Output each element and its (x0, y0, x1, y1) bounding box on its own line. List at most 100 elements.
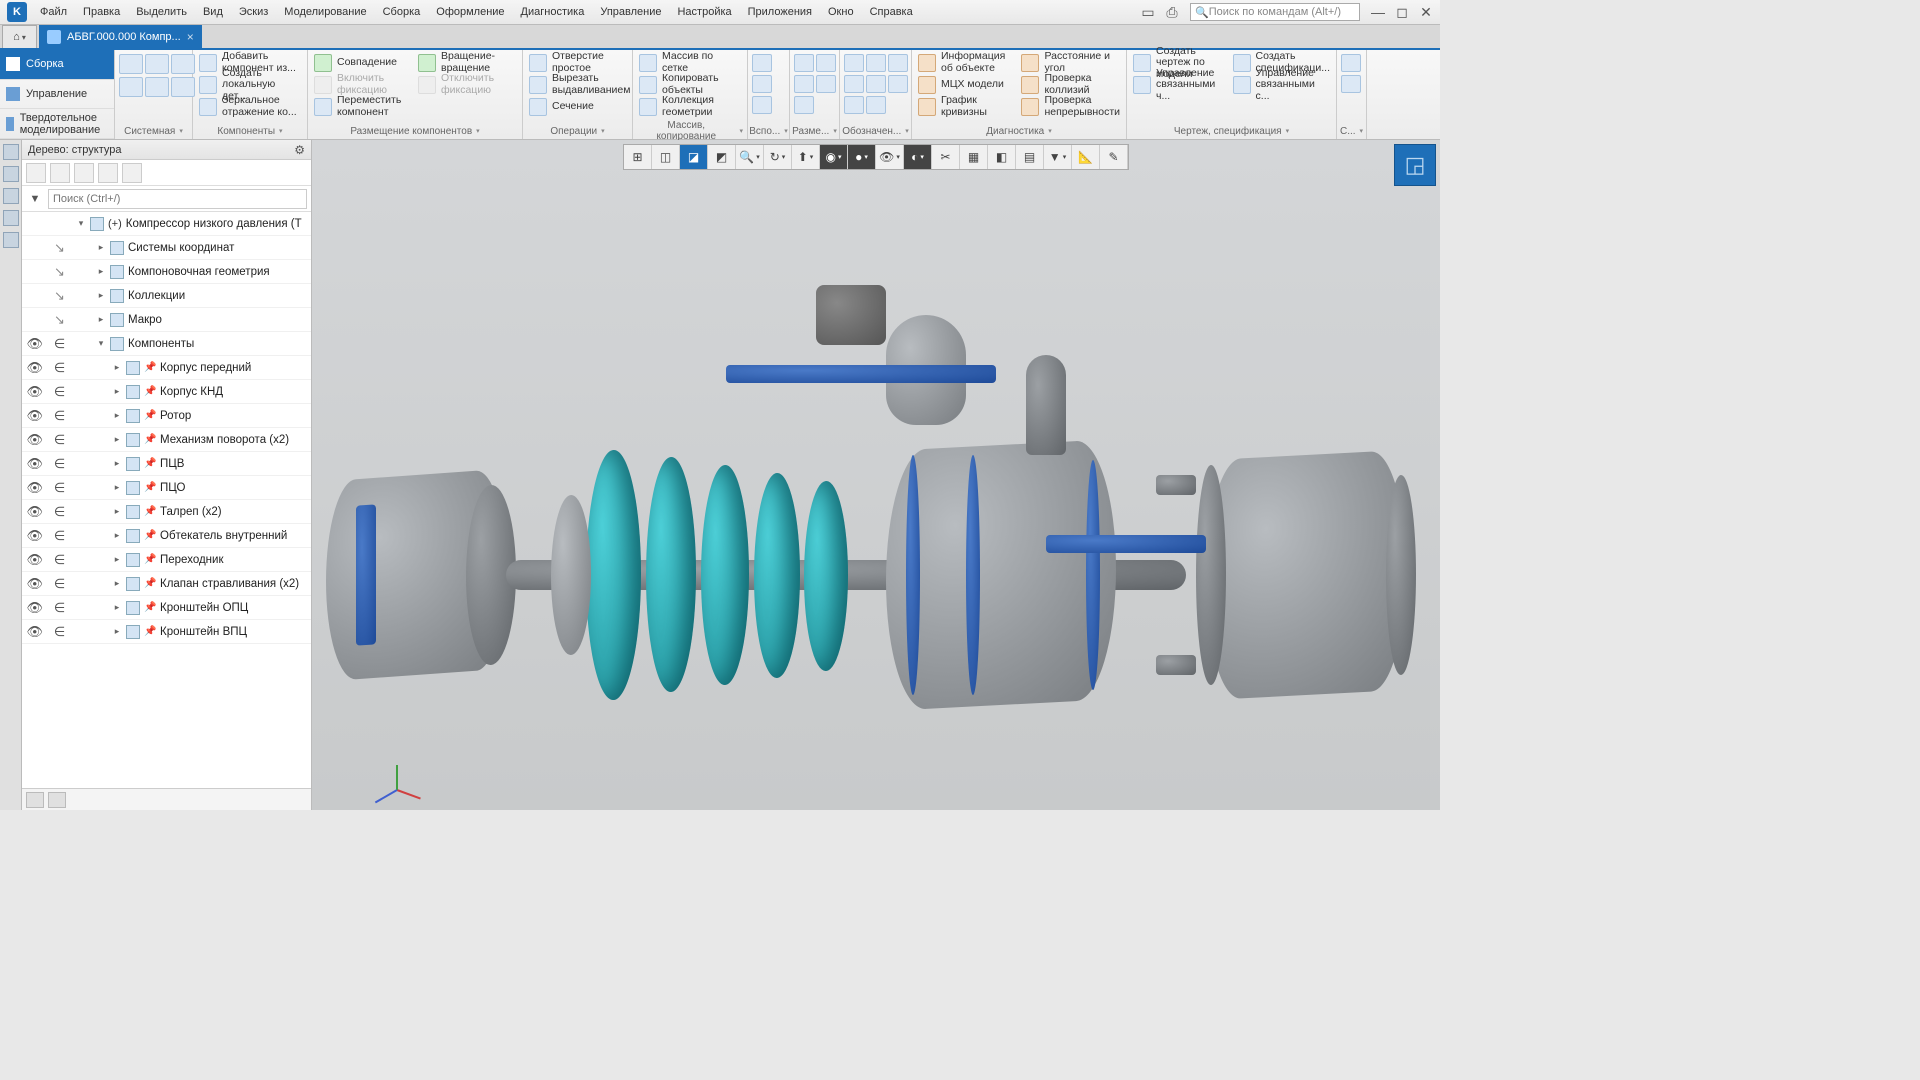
tool-icon[interactable]: ↘ (52, 240, 68, 256)
include-icon[interactable]: ∈ (52, 432, 68, 448)
expand-arrow[interactable]: ▸ (112, 458, 122, 469)
panel-icon[interactable] (3, 210, 19, 226)
expand-arrow[interactable]: ▸ (112, 554, 122, 565)
panel-icon[interactable] (3, 144, 19, 160)
expand-arrow[interactable]: ▸ (112, 386, 122, 397)
menu-item[interactable]: Настройка (669, 3, 739, 21)
layout-icon[interactable]: ▭ (1138, 2, 1158, 22)
tool-icon[interactable]: ↘ (52, 264, 68, 280)
mode-solid[interactable]: Твердотельное моделирование (0, 109, 114, 139)
collision-button[interactable]: Проверка коллизий (1019, 74, 1122, 96)
expand-arrow[interactable]: ▸ (96, 266, 106, 277)
expand-arrow[interactable]: ▾ (96, 338, 106, 349)
tree-row[interactable]: 👁∈▸📌ПЦО (22, 476, 311, 500)
include-icon[interactable]: ∈ (52, 456, 68, 472)
menu-item[interactable]: Эскиз (231, 3, 276, 21)
expand-arrow[interactable]: ▸ (112, 530, 122, 541)
expand-arrow[interactable]: ▸ (112, 434, 122, 445)
expand-arrow[interactable]: ▸ (112, 410, 122, 421)
visibility-icon[interactable]: 👁 (27, 336, 43, 352)
vp-tool[interactable]: ✂ (932, 145, 960, 169)
menu-item[interactable]: Приложения (740, 3, 820, 21)
visibility-icon[interactable]: 👁 (27, 480, 43, 496)
copy-icon[interactable] (145, 77, 169, 97)
hole-button[interactable]: Отверстие простое (527, 52, 632, 74)
menu-item[interactable]: Файл (32, 3, 75, 21)
gear-icon[interactable]: ⚙ (294, 143, 305, 157)
tree-row[interactable]: 👁∈▸📌Механизм поворота (x2) (22, 428, 311, 452)
viewport[interactable]: ⊞ ◫ ◪ ◩ 🔍 ↻ ⬆ ◉ ● 👁 ◐ ✂ ▦ ◧ ▤ ▼ 📐 ✎ ◲ (312, 140, 1440, 810)
include-icon[interactable]: ∈ (52, 408, 68, 424)
include-icon[interactable]: ∈ (52, 480, 68, 496)
vp-tool[interactable]: ▦ (960, 145, 988, 169)
menu-item[interactable]: Окно (820, 3, 862, 21)
manage-drawings-button[interactable]: Управление связанными ч... (1131, 74, 1229, 96)
close-button[interactable]: ✕ (1416, 2, 1436, 22)
expand-arrow[interactable]: ▸ (112, 602, 122, 613)
visibility-icon[interactable]: 👁 (27, 456, 43, 472)
menu-item[interactable]: Правка (75, 3, 128, 21)
enable-fix-button[interactable]: Включить фиксацию (312, 74, 414, 96)
menu-item[interactable]: Управление (592, 3, 669, 21)
vp-tool[interactable]: 🔍 (736, 145, 764, 169)
vp-tool[interactable]: 👁 (876, 145, 904, 169)
visibility-icon[interactable]: 👁 (27, 576, 43, 592)
expand-arrow[interactable]: ▸ (112, 626, 122, 637)
expand-arrow[interactable]: ▸ (96, 242, 106, 253)
tree-row[interactable]: ↘▸Коллекции (22, 284, 311, 308)
vp-tool[interactable]: ↻ (764, 145, 792, 169)
section-button[interactable]: Сечение (527, 96, 632, 118)
visibility-icon[interactable]: 👁 (27, 408, 43, 424)
visibility-icon[interactable]: 👁 (27, 360, 43, 376)
expand-arrow[interactable]: ▸ (112, 362, 122, 373)
create-local-button[interactable]: Создать локальную дет... (197, 74, 303, 96)
home-tab[interactable]: ⌂ (2, 25, 37, 48)
command-search[interactable]: 🔍 Поиск по командам (Alt+/) (1190, 3, 1360, 21)
tree-row[interactable]: 👁∈▾Компоненты (22, 332, 311, 356)
paste-icon[interactable] (171, 77, 195, 97)
vp-tool[interactable]: ◐ (904, 145, 932, 169)
tree-row[interactable]: ↘▸Макро (22, 308, 311, 332)
tree-row[interactable]: 👁∈▸📌Переходник (22, 548, 311, 572)
print-icon[interactable] (119, 77, 143, 97)
curvature-button[interactable]: График кривизны (916, 96, 1017, 118)
save-icon[interactable] (171, 54, 195, 74)
camera-icon[interactable]: ⎙ (1162, 2, 1182, 22)
tree-row[interactable]: ↘▸Системы координат (22, 236, 311, 260)
visibility-icon[interactable]: 👁 (27, 528, 43, 544)
tree-tool-icon[interactable] (98, 163, 118, 183)
visibility-icon[interactable]: 👁 (27, 432, 43, 448)
menu-item[interactable]: Моделирование (276, 3, 374, 21)
tree-row[interactable]: 👁∈▸📌Клапан стравливания (x2) (22, 572, 311, 596)
tree-row[interactable]: ↘▸Компоновочная геометрия (22, 260, 311, 284)
vp-tool[interactable]: ● (848, 145, 876, 169)
object-info-button[interactable]: Информация об объекте (916, 52, 1017, 74)
include-icon[interactable]: ∈ (52, 600, 68, 616)
tree-search-input[interactable] (48, 189, 307, 209)
expand-arrow[interactable]: ▸ (112, 578, 122, 589)
menu-item[interactable]: Выделить (128, 3, 195, 21)
grid-array-button[interactable]: Массив по сетке (637, 52, 743, 74)
filter-icon[interactable]: ▼ (26, 190, 44, 208)
tree-tool-icon[interactable] (74, 163, 94, 183)
expand-arrow[interactable]: ▸ (96, 314, 106, 325)
new-icon[interactable] (119, 54, 143, 74)
tree-row[interactable]: 👁∈▸📌Обтекатель внутренний (22, 524, 311, 548)
vp-tool[interactable]: ◪ (680, 145, 708, 169)
mode-control[interactable]: Управление (0, 80, 114, 110)
tree-footer-icon[interactable] (48, 792, 66, 808)
tree-row[interactable]: 👁∈▸📌Талреп (x2) (22, 500, 311, 524)
panel-icon[interactable] (3, 232, 19, 248)
expand-arrow[interactable]: ▸ (96, 290, 106, 301)
include-icon[interactable]: ∈ (52, 528, 68, 544)
tree-row[interactable]: 👁∈▸📌ПЦВ (22, 452, 311, 476)
include-icon[interactable]: ∈ (52, 336, 68, 352)
continuity-button[interactable]: Проверка непрерывности (1019, 96, 1122, 118)
vp-tool[interactable]: ▼ (1044, 145, 1072, 169)
visibility-icon[interactable]: 👁 (27, 624, 43, 640)
close-tab-icon[interactable]: × (187, 30, 194, 44)
include-icon[interactable]: ∈ (52, 360, 68, 376)
tree-footer-icon[interactable] (26, 792, 44, 808)
visibility-icon[interactable]: 👁 (27, 552, 43, 568)
vp-tool[interactable]: ◩ (708, 145, 736, 169)
